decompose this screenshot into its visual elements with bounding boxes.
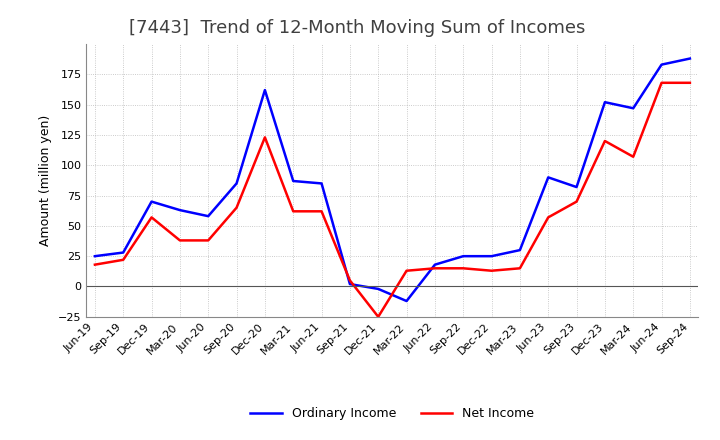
Net Income — [572, 199, 581, 204]
Net Income — [374, 314, 382, 319]
Net Income — [657, 80, 666, 85]
Net Income — [516, 266, 524, 271]
Net Income — [261, 135, 269, 140]
Ordinary Income — [572, 184, 581, 190]
Ordinary Income — [91, 253, 99, 259]
Ordinary Income — [148, 199, 156, 204]
Ordinary Income — [119, 250, 127, 255]
Net Income — [176, 238, 184, 243]
Text: [7443]  Trend of 12-Month Moving Sum of Incomes: [7443] Trend of 12-Month Moving Sum of I… — [130, 19, 585, 37]
Ordinary Income — [431, 262, 439, 268]
Line: Ordinary Income: Ordinary Income — [95, 59, 690, 301]
Ordinary Income — [204, 213, 212, 219]
Y-axis label: Amount (million yen): Amount (million yen) — [40, 115, 53, 246]
Net Income — [544, 215, 552, 220]
Line: Net Income: Net Income — [95, 83, 690, 317]
Net Income — [600, 138, 609, 143]
Net Income — [148, 215, 156, 220]
Ordinary Income — [459, 253, 467, 259]
Ordinary Income — [600, 99, 609, 105]
Ordinary Income — [516, 247, 524, 253]
Net Income — [233, 205, 241, 210]
Legend: Ordinary Income, Net Income: Ordinary Income, Net Income — [246, 402, 539, 425]
Ordinary Income — [487, 253, 496, 259]
Ordinary Income — [657, 62, 666, 67]
Net Income — [459, 266, 467, 271]
Ordinary Income — [374, 286, 382, 292]
Ordinary Income — [685, 56, 694, 61]
Net Income — [346, 278, 354, 283]
Ordinary Income — [176, 208, 184, 213]
Ordinary Income — [629, 106, 637, 111]
Net Income — [402, 268, 411, 273]
Ordinary Income — [346, 282, 354, 287]
Net Income — [119, 257, 127, 262]
Net Income — [318, 209, 326, 214]
Ordinary Income — [544, 175, 552, 180]
Net Income — [629, 154, 637, 159]
Net Income — [204, 238, 212, 243]
Net Income — [487, 268, 496, 273]
Net Income — [431, 266, 439, 271]
Ordinary Income — [402, 298, 411, 304]
Ordinary Income — [261, 88, 269, 93]
Ordinary Income — [318, 181, 326, 186]
Net Income — [685, 80, 694, 85]
Net Income — [91, 262, 99, 268]
Net Income — [289, 209, 297, 214]
Ordinary Income — [233, 181, 241, 186]
Ordinary Income — [289, 178, 297, 183]
